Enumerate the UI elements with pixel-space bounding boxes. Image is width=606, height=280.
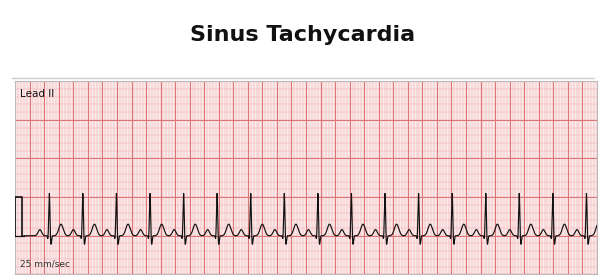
Text: Lead II: Lead II bbox=[20, 89, 54, 99]
Text: 25 mm/sec: 25 mm/sec bbox=[20, 260, 70, 269]
Text: Sinus Tachycardia: Sinus Tachycardia bbox=[190, 25, 416, 45]
